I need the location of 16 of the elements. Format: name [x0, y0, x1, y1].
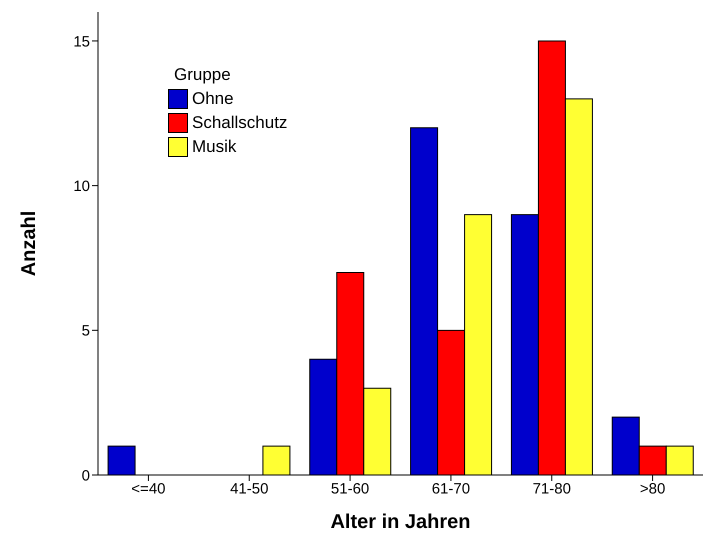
x-tick-label: >80 [640, 480, 666, 498]
x-axis-title: Alter in Jahren [330, 511, 471, 533]
y-tick-label: 0 [82, 467, 90, 484]
y-tick-label: 15 [73, 33, 90, 50]
legend-label: Schallschutz [192, 112, 288, 134]
y-tick-label: 10 [73, 178, 90, 195]
x-tick-label: <=40 [131, 480, 166, 498]
x-tick-label: 61-70 [432, 480, 470, 498]
y-axis-title: Anzahl [18, 210, 40, 276]
x-tick-label: 41-50 [230, 480, 268, 498]
legend-title: Gruppe [174, 64, 232, 86]
x-tick-label: 51-60 [330, 480, 370, 498]
y-tick-label: 5 [82, 322, 90, 340]
legend-label: Ohne [192, 88, 234, 110]
legend-label: Musik [192, 136, 236, 158]
x-tick-label: 71-80 [532, 480, 571, 498]
